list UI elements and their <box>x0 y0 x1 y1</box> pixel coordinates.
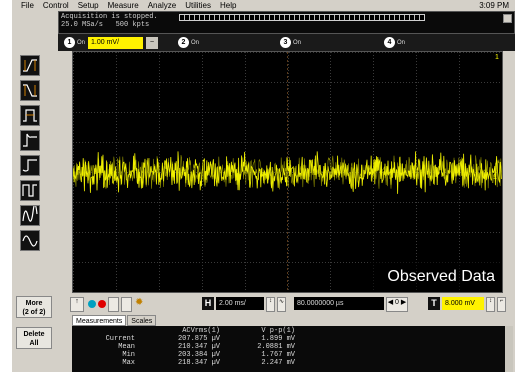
minimize-button[interactable] <box>503 14 512 23</box>
row-label: Min <box>122 351 135 359</box>
header-acvrms: ACVrms(1) <box>182 327 220 335</box>
trigger-icon: T <box>428 297 440 310</box>
menu-measure[interactable]: Measure <box>107 1 139 10</box>
table-row: Min 203.384 µV 1.767 mV <box>80 351 295 359</box>
vpp-value: 2.0881 mV <box>257 343 295 351</box>
channel-4-on: On <box>397 39 406 46</box>
fall-time-icon[interactable] <box>20 80 40 101</box>
channel-3-number: 3 <box>280 37 291 48</box>
run-indicator-icon[interactable] <box>88 300 96 308</box>
tab-scales[interactable]: Scales <box>127 315 157 326</box>
preshoot-icon[interactable] <box>20 155 40 176</box>
menu-analyze[interactable]: Analyze <box>147 1 177 10</box>
acvrms-value: 218.347 µV <box>177 359 220 367</box>
duty-cycle-icon[interactable] <box>20 180 40 201</box>
table-row: Mean 210.347 µV 2.0881 mV <box>80 343 295 351</box>
channel-1-trace-envelope <box>73 154 502 190</box>
channel-2-number: 2 <box>178 37 189 48</box>
delay-value[interactable]: 80.0000000 µs <box>294 297 384 310</box>
acvrms-value: 203.384 µV <box>177 351 220 359</box>
autoscale-arrow-icon[interactable]: ↑ <box>70 297 84 312</box>
channel-2-on: On <box>191 39 200 46</box>
sample-rate-text: 25.0 MSa/s 500 kpts <box>61 21 150 29</box>
top-marker: 1 <box>495 54 499 61</box>
channel-3-control[interactable]: 3 On <box>280 36 301 49</box>
table-row: Max 218.347 µV 2.247 mV <box>80 359 295 367</box>
acquisition-status-bar: Acquisition is stopped. 25.0 MSa/s 500 k… <box>58 11 515 34</box>
channel-1-control[interactable]: 1 On 1.00 mV/ ~ <box>64 36 159 49</box>
measurements-panel: ACVrms(1) V p-p(1) Current 207.875 µV 1.… <box>72 326 513 372</box>
vpp-value: 2.247 mV <box>261 359 295 367</box>
channel-1-adjust-button[interactable]: ~ <box>146 36 159 49</box>
delay-adjust-button[interactable]: ◀ 0 ▶ <box>386 297 408 312</box>
menu-bar: File Control Setup Measure Analyze Utili… <box>12 0 515 11</box>
header-label <box>80 327 135 335</box>
delete-button-all: All <box>29 340 39 347</box>
oscilloscope-frame: File Control Setup Measure Analyze Utili… <box>12 0 515 372</box>
measurements-table: ACVrms(1) V p-p(1) Current 207.875 µV 1.… <box>80 327 295 367</box>
rise-time-icon[interactable] <box>20 55 40 76</box>
channel-4-control[interactable]: 4 On <box>384 36 405 49</box>
channel-1-on: On <box>77 39 86 46</box>
acvrms-value: 207.875 µV <box>177 335 220 343</box>
menu-control[interactable]: Control <box>42 1 69 10</box>
stop-indicator-icon[interactable] <box>98 300 106 308</box>
measurement-toolbar: More (2 of 2) Delete All <box>12 51 58 372</box>
menu-help[interactable]: Help <box>219 1 237 10</box>
timebase-wave-icon[interactable]: ∿ <box>277 297 286 312</box>
results-tabs: Measurements Scales <box>72 315 157 326</box>
tab-measurements[interactable]: Measurements <box>72 315 127 326</box>
channel-4-number: 4 <box>384 37 395 48</box>
pulse-width-icon[interactable] <box>20 105 40 126</box>
waveform-canvas <box>73 52 502 292</box>
menu-file[interactable]: File <box>21 1 34 10</box>
row-label: Max <box>122 359 135 367</box>
channel-1-scale[interactable]: 1.00 mV/ <box>88 36 144 49</box>
timebase-icon: H <box>202 297 214 310</box>
timebase-value[interactable]: 2.00 ms/ <box>216 297 264 310</box>
brightness-icon[interactable]: ✹ <box>135 297 144 308</box>
more-button-label: More <box>25 300 43 307</box>
channel-3-on: On <box>293 39 302 46</box>
row-label: Mean <box>118 343 135 351</box>
trigger-level-value[interactable]: 8.000 mV <box>442 297 484 310</box>
channel-row: 1 On 1.00 mV/ ~ 2 On 3 On 4 On <box>58 34 515 51</box>
overshoot-icon[interactable] <box>20 130 40 151</box>
clock: 3:09 PM <box>479 1 509 10</box>
menu-utilities[interactable]: Utilities <box>185 1 211 10</box>
trigger-adjust-icon[interactable]: ↕ <box>486 297 495 312</box>
settling-icon[interactable] <box>20 205 40 226</box>
memory-bar <box>179 14 425 21</box>
row-label: Current <box>105 335 135 343</box>
delete-all-button[interactable]: Delete All <box>16 327 52 349</box>
measurements-scrollbar[interactable] <box>505 326 513 372</box>
vpp-value: 1.767 mV <box>261 351 295 359</box>
table-header: ACVrms(1) V p-p(1) <box>80 327 295 335</box>
channel-2-control[interactable]: 2 On <box>178 36 199 49</box>
menu-setup[interactable]: Setup <box>77 1 99 10</box>
trigger-slope-icon[interactable]: ⌐ <box>497 297 506 312</box>
channel-1-ground-marker: 1 <box>493 174 497 181</box>
timebase-adjust-icon[interactable]: ↕ <box>266 297 275 312</box>
control-row: ↑ ✹ H 2.00 ms/ ↕ ∿ 80.0000000 µs ◀ 0 ▶ T… <box>58 294 515 314</box>
print-icon[interactable] <box>121 297 132 312</box>
acvrms-value: 210.347 µV <box>177 343 220 351</box>
observed-data-label: Observed Data <box>370 261 501 292</box>
more-button[interactable]: More (2 of 2) <box>16 296 52 318</box>
waveform-display[interactable]: 1 1 <box>72 51 503 293</box>
channel-1-number: 1 <box>64 37 75 48</box>
single-button-icon[interactable] <box>108 297 119 312</box>
acquisition-status-text: Acquisition is stopped. <box>61 13 158 21</box>
vpp-value: 1.899 mV <box>261 335 295 343</box>
table-row: Current 207.875 µV 1.899 mV <box>80 335 295 343</box>
header-vpp: V p-p(1) <box>261 327 295 335</box>
more-button-page: (2 of 2) <box>22 309 46 316</box>
sine-icon[interactable] <box>20 230 40 251</box>
delete-button-label: Delete <box>23 331 45 338</box>
